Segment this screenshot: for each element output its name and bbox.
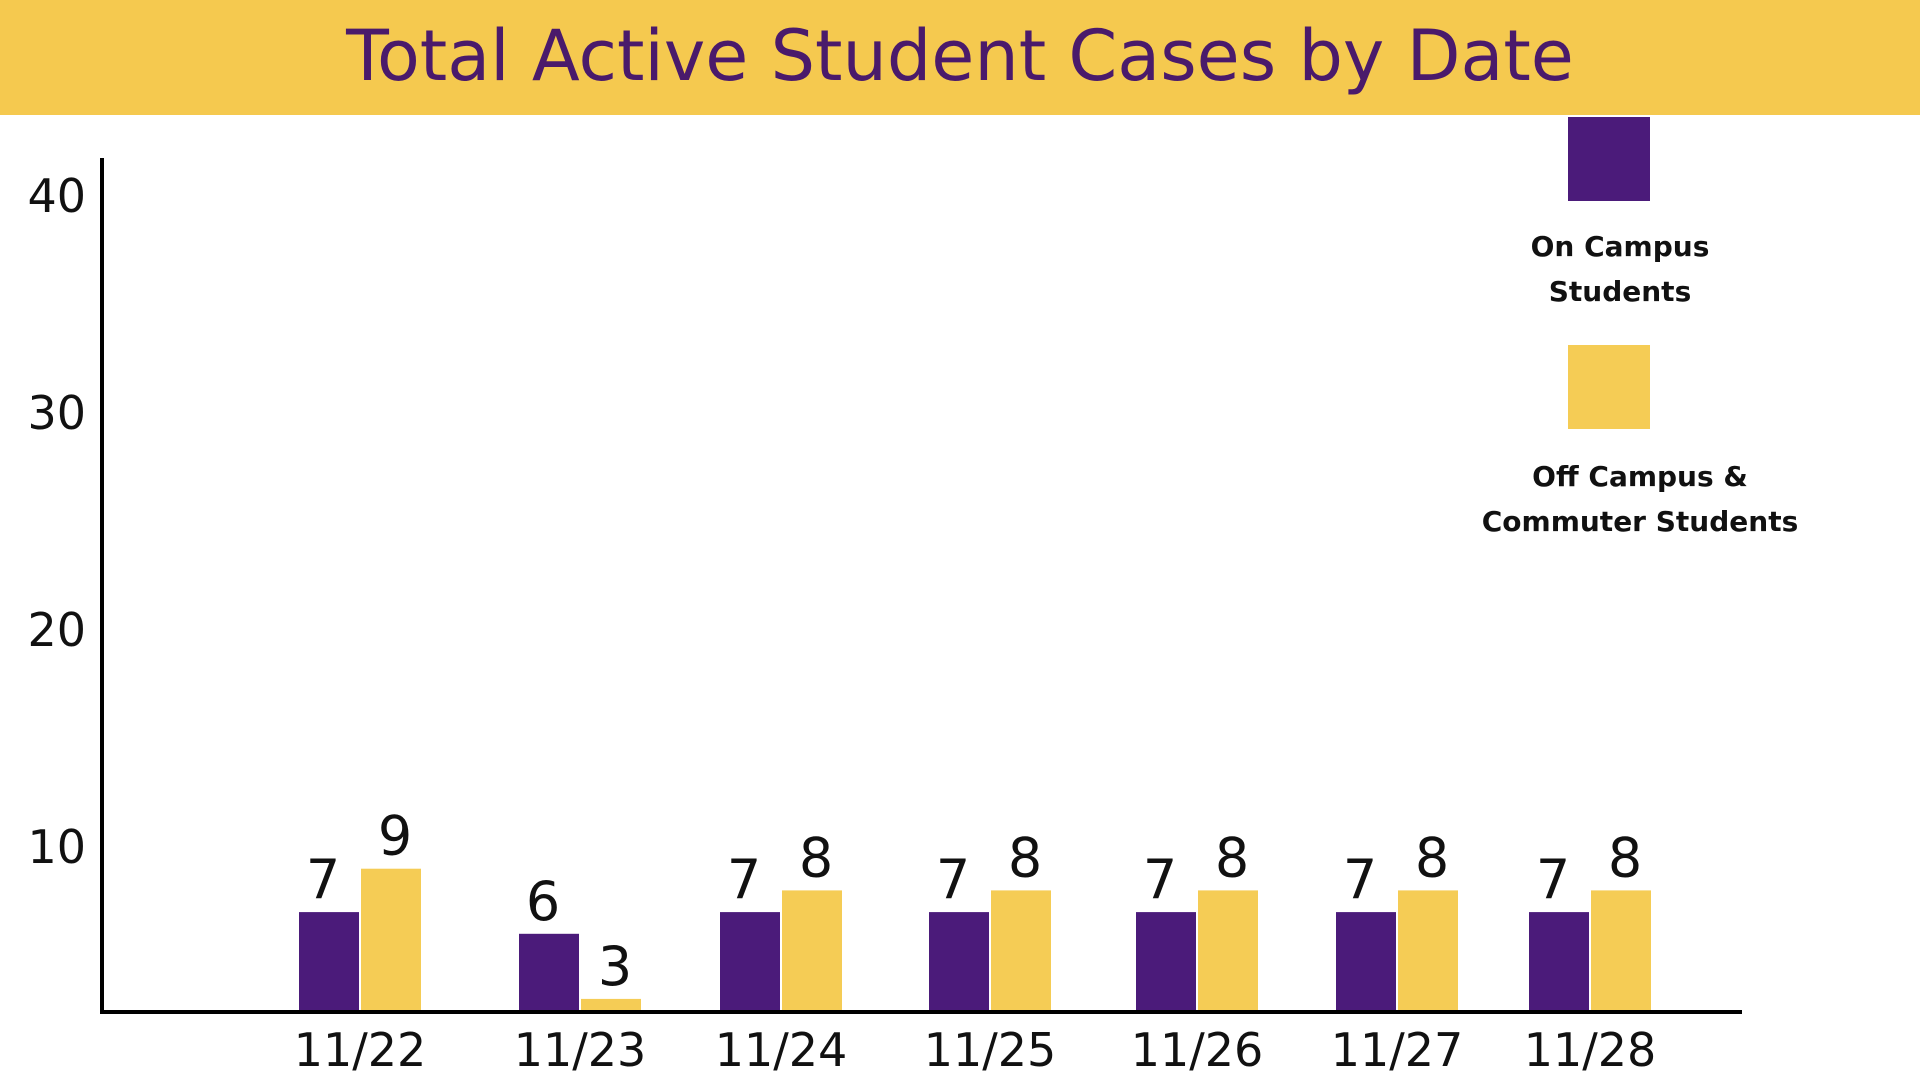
legend-label-on-campus: On Campus Students: [1530, 230, 1710, 308]
y-tick-label: 40: [27, 169, 86, 223]
bar-on-campus: [1136, 912, 1196, 1012]
data-label: 6: [526, 870, 560, 933]
bar-on-campus: [299, 912, 359, 1012]
bar-off-campus: [782, 890, 842, 1012]
x-tick-label: 11/22: [294, 1023, 427, 1077]
y-tick-label: 20: [27, 603, 86, 657]
bars-layer: [299, 868, 1651, 1012]
data-label: 8: [1415, 826, 1449, 889]
bar-off-campus: [361, 868, 421, 1012]
data-label: 3: [598, 935, 632, 998]
chart-title: Total Active Student Cases by Date: [346, 14, 1574, 97]
bar-on-campus: [519, 933, 579, 1012]
legend-swatch-off-campus: [1568, 345, 1650, 429]
bar-on-campus: [929, 912, 989, 1012]
bar-on-campus: [1529, 912, 1589, 1012]
bar-on-campus: [1336, 912, 1396, 1012]
bar-off-campus: [1398, 890, 1458, 1012]
bar-off-campus: [1198, 890, 1258, 1012]
y-tick-labels: 10 20 30 40: [27, 169, 86, 874]
axes-layer: [100, 158, 1742, 1014]
data-label: 8: [799, 826, 833, 889]
legend-label-off-campus: Off Campus & Commuter Students: [1481, 460, 1799, 538]
x-tick-label: 11/27: [1331, 1023, 1464, 1077]
data-label: 7: [1536, 848, 1570, 911]
data-label: 7: [727, 848, 761, 911]
bar-off-campus: [991, 890, 1051, 1012]
data-label: 7: [306, 848, 340, 911]
data-label: 7: [936, 848, 970, 911]
x-tick-label: 11/24: [715, 1023, 848, 1077]
x-tick-label: 11/26: [1131, 1023, 1264, 1077]
data-label: 7: [1343, 848, 1377, 911]
data-label: 7: [1143, 848, 1177, 911]
bar-on-campus: [720, 912, 780, 1012]
x-tick-labels: 11/22 11/23 11/24 11/25 11/26 11/27 11/28: [294, 1023, 1657, 1077]
title-banner: Total Active Student Cases by Date: [0, 0, 1920, 115]
x-tick-label: 11/28: [1524, 1023, 1657, 1077]
bar-off-campus: [1591, 890, 1651, 1012]
legend-swatch-on-campus: [1568, 117, 1650, 201]
x-tick-label: 11/25: [924, 1023, 1057, 1077]
data-label: 8: [1608, 826, 1642, 889]
data-label: 9: [378, 805, 412, 868]
data-label: 8: [1215, 826, 1249, 889]
data-label: 8: [1008, 826, 1042, 889]
x-tick-label: 11/23: [514, 1023, 647, 1077]
bar-off-campus: [581, 998, 641, 1012]
y-tick-label: 10: [27, 820, 86, 874]
y-tick-label: 30: [27, 386, 86, 440]
